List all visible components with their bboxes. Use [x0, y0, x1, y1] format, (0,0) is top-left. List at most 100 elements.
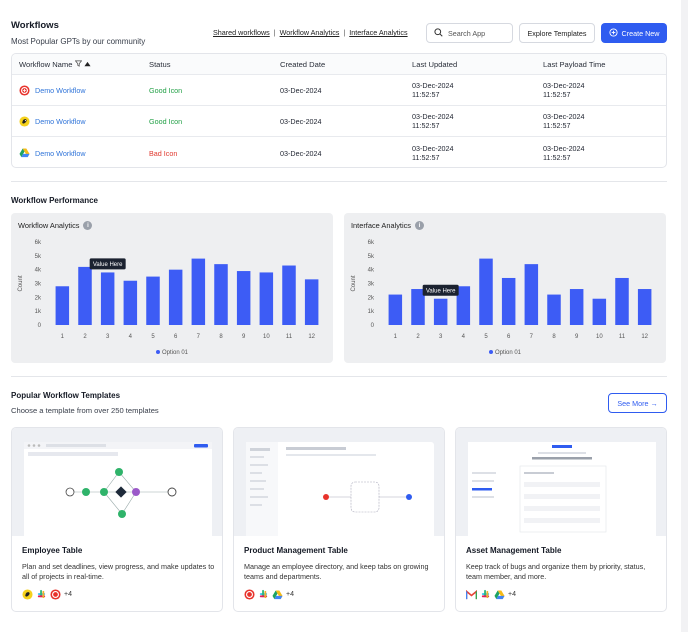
table-row[interactable]: Demo Workflow Bad Icon 03-Dec-2024 03-De…	[12, 137, 666, 167]
info-icon[interactable]: i	[414, 221, 424, 230]
x-tick-label: 10	[596, 334, 603, 340]
x-tick-label: 12	[641, 334, 648, 340]
status-badge: Good Icon	[149, 85, 183, 95]
workflow-link[interactable]: Demo Workflow	[35, 85, 86, 95]
updated-date: 03-Dec-2024	[412, 111, 454, 121]
arrow-right-icon: →	[650, 398, 658, 408]
page-subtitle: Most Popular GPTs by our community	[11, 37, 146, 46]
bar	[456, 286, 471, 325]
last-payload-time: 03-Dec-2024 11:52:57	[543, 75, 585, 105]
workflow-name-cell: Demo Workflow	[19, 137, 86, 167]
slack-icon	[36, 589, 47, 600]
interface-analytics-link[interactable]: Interface Analytics	[349, 28, 408, 37]
info-icon[interactable]: i	[83, 221, 93, 230]
template-preview	[456, 428, 666, 536]
y-tick-label: 5k	[368, 254, 375, 260]
x-tick-label: 11	[619, 334, 626, 340]
payload-date: 03-Dec-2024	[543, 143, 585, 153]
payload-time: 11:52:57	[543, 153, 571, 162]
bar	[501, 277, 516, 325]
table-header-row: Workflow Name Status Created Date Last U…	[12, 54, 666, 75]
bar	[168, 269, 183, 325]
bar	[479, 258, 493, 325]
y-tick-label: 2k	[368, 295, 375, 301]
see-more-button[interactable]: See More →	[608, 393, 667, 413]
x-tick-label: 9	[575, 334, 579, 340]
bar	[191, 258, 206, 325]
interface-analytics-chart: Interface Analytics i 0 1k 2k 3k 4k 5k 6k Count…	[344, 213, 666, 363]
workflow-name-cell: Demo Workflow	[19, 75, 86, 105]
table-row[interactable]: Demo Workflow Good Icon 03-Dec-2024 03-D…	[12, 106, 666, 137]
x-tick-label: 4	[129, 334, 133, 340]
link-separator: |	[343, 28, 346, 37]
target-icon	[50, 589, 61, 600]
workflow-link[interactable]: Demo Workflow	[35, 148, 86, 158]
x-tick-label: 8	[552, 334, 556, 340]
y-tick-label: 3k	[368, 282, 375, 288]
integration-icons: +4	[22, 589, 72, 600]
chart-title: Interface Analytics	[351, 221, 411, 230]
bar	[259, 272, 274, 325]
updated-time: 11:52:57	[412, 90, 440, 99]
bar	[304, 279, 319, 325]
created-date: 03-Dec-2024	[280, 148, 322, 158]
y-tick-label: 4k	[35, 268, 42, 274]
google-drive-icon	[494, 589, 505, 600]
legend-label: Option 01	[162, 350, 189, 356]
bar	[146, 276, 160, 325]
y-tick-label: 0	[38, 323, 42, 329]
bar	[282, 265, 296, 325]
integration-icons: +4	[466, 589, 516, 600]
updated-date: 03-Dec-2024	[412, 143, 454, 153]
payload-date: 03-Dec-2024	[543, 111, 585, 121]
x-tick-label: 4	[462, 334, 466, 340]
filter-icon[interactable]	[75, 60, 83, 69]
plus-circle-icon	[608, 27, 618, 39]
integration-icons: +4	[244, 589, 294, 600]
last-updated: 03-Dec-2024 11:52:57	[412, 75, 454, 105]
column-header-workflow-name[interactable]: Workflow Name	[19, 54, 92, 74]
y-tick-label: 1k	[368, 309, 375, 315]
workflow-link[interactable]: Demo Workflow	[35, 116, 86, 126]
bar	[100, 272, 115, 325]
bar	[433, 298, 448, 325]
bar	[388, 294, 403, 325]
x-tick-label: 3	[439, 334, 443, 340]
x-tick-label: 3	[106, 334, 110, 340]
target-icon	[244, 589, 255, 600]
workflow-name-cell: Demo Workflow	[19, 106, 86, 136]
status-badge: Good Icon	[149, 116, 183, 126]
template-card[interactable]: Asset Management Table Keep track of bug…	[455, 427, 667, 612]
search-box[interactable]	[426, 23, 513, 43]
x-tick-label: 6	[507, 334, 511, 340]
x-tick-label: 5	[484, 334, 488, 340]
shared-workflows-link[interactable]: Shared workflows	[213, 28, 270, 37]
bar	[123, 280, 138, 325]
templates-section-title: Popular Workflow Templates	[11, 391, 121, 400]
chart-title-row: Workflow Analytics i	[18, 221, 93, 230]
explore-templates-button[interactable]: Explore Templates	[519, 23, 595, 43]
column-header-last-payload-time: Last Payload Time	[543, 59, 606, 69]
x-tick-label: 9	[242, 334, 246, 340]
workflow-analytics-chart: Workflow Analytics i 0 1k 2k 3k 4k 5k 6k Count 1…	[11, 213, 333, 363]
slack-icon	[258, 589, 269, 600]
template-card[interactable]: Product Management Table Manage an emplo…	[233, 427, 445, 612]
table-row[interactable]: Demo Workflow Good Icon 03-Dec-2024 03-D…	[12, 75, 666, 106]
x-tick-label: 6	[174, 334, 178, 340]
column-header-created-date: Created Date	[280, 59, 326, 69]
column-label: Workflow Name	[19, 59, 73, 69]
sort-ascending-icon[interactable]	[84, 60, 92, 69]
payload-time: 11:52:57	[543, 121, 571, 130]
tooltip-box	[89, 258, 126, 270]
legend-swatch	[156, 350, 160, 354]
template-preview	[12, 428, 222, 536]
create-new-button[interactable]: Create New	[601, 23, 667, 43]
workflow-analytics-link[interactable]: Workflow Analytics	[279, 28, 340, 37]
search-input[interactable]	[448, 28, 508, 38]
template-card[interactable]: Employee Table Plan and set deadlines, v…	[11, 427, 223, 612]
x-tick-label: 7	[530, 334, 534, 340]
template-preview	[234, 428, 444, 536]
